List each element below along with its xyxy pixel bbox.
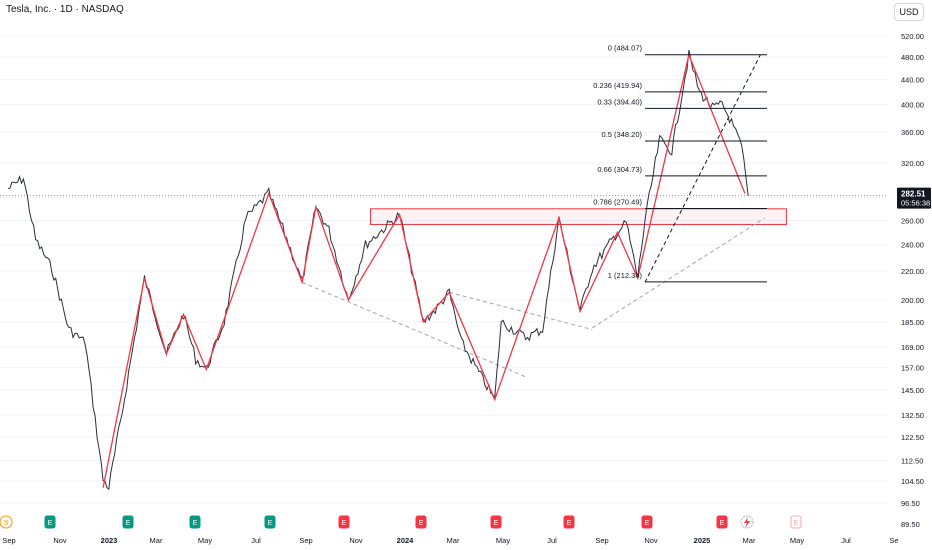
currency-button[interactable]: USD [894, 3, 924, 21]
event-marker-label: E [720, 520, 725, 527]
price-series-line [7, 49, 749, 491]
fib-level-label: 0.66 (304.73) [597, 165, 642, 174]
y-tick-label: 220.00 [901, 267, 924, 276]
x-tick-label: 2025 [694, 536, 711, 545]
event-marker-label: S [4, 520, 9, 527]
x-tick-label: Jul [547, 536, 557, 545]
earnings-event-icon[interactable]: E [189, 515, 201, 529]
earnings-event-box [490, 515, 502, 529]
earnings-event-icon[interactable]: E [490, 515, 502, 529]
event-marker-label: E [342, 520, 347, 527]
x-tick-label: Sep [299, 536, 312, 545]
fib-level-label: 0.786 (270.49) [593, 197, 642, 206]
earnings-event-box [716, 515, 728, 529]
y-tick-label: 320.00 [901, 159, 924, 168]
earnings-event-icon[interactable]: E [716, 515, 728, 529]
earnings-event-icon[interactable]: E [790, 515, 802, 529]
y-tick-label: 145.00 [901, 386, 924, 395]
zigzag-line [102, 52, 746, 488]
event-marker-label: E [419, 520, 424, 527]
event-marker-label: E [567, 520, 572, 527]
y-tick-label: 260.00 [901, 216, 924, 225]
trend-line-lower [301, 281, 526, 378]
x-tick-label: 2023 [101, 536, 118, 545]
x-tick-label: Nov [349, 536, 363, 545]
split-event-icon[interactable]: S [0, 515, 13, 529]
support-zone-rect [370, 208, 787, 225]
y-tick-label: 157.00 [901, 364, 924, 373]
y-tick-label: 200.00 [901, 296, 924, 305]
earnings-event-box [790, 515, 802, 529]
fib-level-label: 0.33 (394.40) [597, 97, 642, 106]
x-tick-label: 2024 [397, 536, 415, 545]
y-tick-label: 360.00 [901, 128, 924, 137]
trend-line-rising [591, 217, 765, 329]
y-tick-label: 480.00 [901, 53, 924, 62]
earnings-event-icon[interactable]: E [338, 515, 350, 529]
y-tick-label: 400.00 [901, 101, 924, 110]
event-marker-label: E [794, 520, 799, 527]
earnings-event-icon[interactable]: E [264, 515, 276, 529]
lightning-event-icon[interactable] [740, 515, 754, 529]
event-marker-label: E [126, 520, 131, 527]
earnings-event-icon[interactable]: E [641, 515, 653, 529]
x-tick-label: Sep [2, 536, 15, 545]
y-tick-label: 185.00 [901, 318, 924, 327]
symbol-title[interactable]: Tesla, Inc. · 1D · NASDAQ [6, 4, 124, 15]
y-tick-label: 112.50 [901, 456, 923, 465]
y-tick-label: 169.00 [901, 343, 924, 352]
price-tag-value: 282.51 [901, 190, 926, 199]
y-tick-label: 96.50 [901, 499, 920, 508]
y-tick-label: 440.00 [901, 76, 924, 85]
fib-level-label: 0 (484.07) [608, 44, 643, 53]
trend-line-channel [449, 292, 593, 330]
y-tick-label: 520.00 [901, 32, 924, 41]
earnings-event-box [122, 515, 134, 529]
y-tick-label: 104.50 [901, 477, 924, 486]
x-tick-label: May [790, 536, 804, 545]
x-tick-label: Sep [595, 536, 608, 545]
price-tag-countdown: 05:56:38 [901, 199, 930, 208]
price-tag-box [897, 187, 931, 209]
earnings-event-box [264, 515, 276, 529]
event-marker-label: E [48, 520, 53, 527]
split-event-circle [0, 515, 13, 529]
x-tick-label: Mar [743, 536, 756, 545]
earnings-event-box [338, 515, 350, 529]
event-marker-label: E [645, 520, 650, 527]
earnings-event-box [44, 515, 56, 529]
earnings-event-icon[interactable]: E [122, 515, 134, 529]
x-tick-label: Jul [251, 536, 261, 545]
event-marker-label: E [193, 520, 198, 527]
earnings-event-box [563, 515, 575, 529]
y-tick-label: 122.50 [901, 433, 924, 442]
earnings-event-box [641, 515, 653, 529]
earnings-event-icon[interactable]: E [44, 515, 56, 529]
y-tick-label: 89.50 [901, 520, 920, 529]
event-marker-label: E [494, 520, 499, 527]
fib-level-label: 1 (212.34) [608, 271, 643, 280]
x-tick-label: May [496, 536, 510, 545]
earnings-event-box [189, 515, 201, 529]
x-tick-label: Mar [150, 536, 163, 545]
earnings-event-box [415, 515, 427, 529]
y-tick-label: 240.00 [901, 241, 924, 250]
x-tick-label: Nov [644, 536, 658, 545]
fib-level-label: 0.236 (419.94) [593, 81, 642, 90]
x-tick-label: Mar [447, 536, 460, 545]
lightning-bolt-icon [744, 517, 750, 528]
x-tick-label: May [198, 536, 212, 545]
earnings-event-icon[interactable]: E [415, 515, 427, 529]
y-tick-label: 132.50 [901, 411, 924, 420]
event-marker-label: E [268, 520, 273, 527]
earnings-event-icon[interactable]: E [563, 515, 575, 529]
fib-level-label: 0.5 (348.20) [602, 130, 643, 139]
trend-line-fib-diagonal [644, 54, 761, 283]
x-tick-label: Jul [841, 536, 851, 545]
x-tick-label: Nov [53, 536, 67, 545]
x-tick-label: Se [889, 536, 898, 545]
